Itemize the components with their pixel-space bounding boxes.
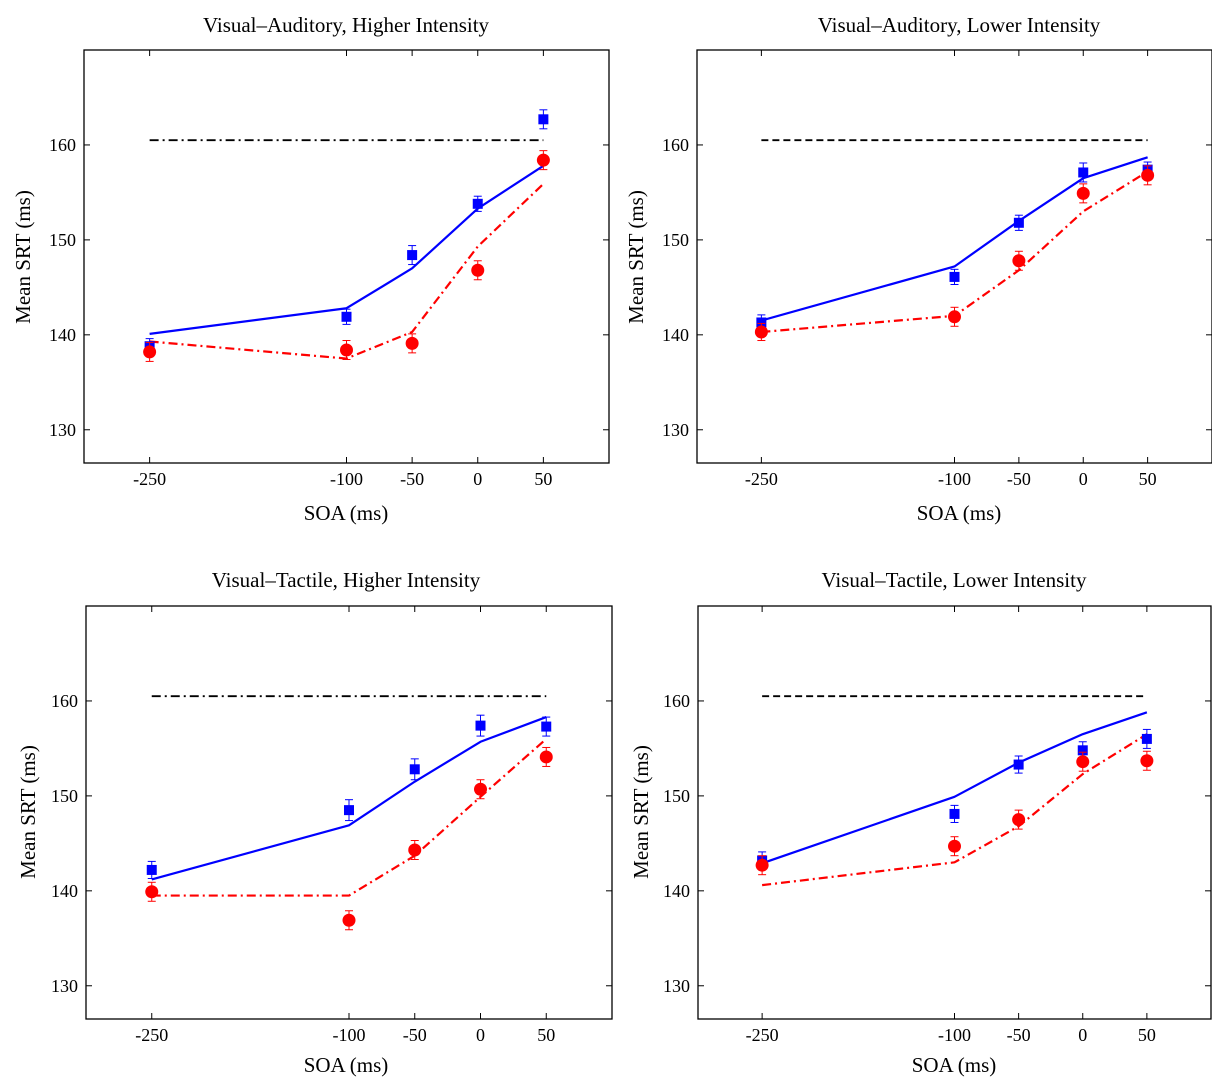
x-tick-label: -100 (333, 1025, 366, 1045)
y-tick-label: 160 (662, 135, 689, 155)
y-tick-label: 140 (663, 881, 690, 901)
data-point-circle (1140, 754, 1153, 767)
y-tick-label: 150 (662, 230, 689, 250)
y-tick-label: 130 (49, 420, 76, 440)
x-axis-label: SOA (ms) (912, 1053, 997, 1077)
x-tick-label: -50 (400, 469, 424, 489)
data-point-square (1078, 167, 1088, 177)
x-tick-label: -50 (403, 1025, 427, 1045)
y-tick-label: 160 (49, 135, 76, 155)
axes-frame (697, 50, 1212, 463)
y-tick-label: 140 (662, 325, 689, 345)
y-tick-label: 150 (51, 786, 78, 806)
data-point-circle (1077, 187, 1090, 200)
data-point-circle (1141, 169, 1154, 182)
y-tick-label: 150 (49, 230, 76, 250)
x-tick-label: -250 (135, 1025, 168, 1045)
y-axis-label: Mean SRT (ms) (16, 745, 40, 879)
data-point-square (410, 764, 420, 774)
y-tick-label: 130 (663, 976, 690, 996)
y-tick-label: 140 (49, 325, 76, 345)
data-point-circle (145, 885, 158, 898)
data-point-square (147, 865, 157, 875)
data-point-circle (756, 859, 769, 872)
data-point-circle (143, 345, 156, 358)
x-tick-label: 50 (537, 1025, 555, 1045)
data-point-square (407, 250, 417, 260)
x-tick-label: 0 (473, 469, 482, 489)
y-tick-label: 140 (51, 881, 78, 901)
y-tick-label: 160 (51, 691, 78, 711)
axes-frame (84, 50, 609, 463)
data-point-square (950, 272, 960, 282)
data-point-circle (755, 325, 768, 338)
data-point-square (950, 809, 960, 819)
data-point-circle (948, 310, 961, 323)
data-point-square (342, 312, 352, 322)
plot-area: -250 -100 -50 0 50 130 140 150 160 (51, 606, 612, 1045)
panel-visual-tactile-lower: Visual–Tactile, Lower Intensity SOA (ms)… (629, 568, 1211, 1077)
y-axis-label: Mean SRT (ms) (11, 190, 35, 324)
x-tick-label: -50 (1007, 1025, 1031, 1045)
y-tick-label: 130 (51, 976, 78, 996)
x-tick-label: -50 (1007, 469, 1031, 489)
x-tick-label: -250 (746, 1025, 779, 1045)
panel-visual-tactile-higher: Visual–Tactile, Higher Intensity SOA (ms… (16, 568, 612, 1077)
data-point-circle (343, 914, 356, 927)
panel-visual-auditory-lower: Visual–Auditory, Lower Intensity SOA (ms… (624, 13, 1212, 525)
x-tick-label: 0 (1079, 469, 1088, 489)
y-tick-label: 160 (663, 691, 690, 711)
plot-area: -250 -100 -50 0 50 130 140 150 160 (663, 606, 1211, 1045)
data-point-square (344, 805, 354, 815)
x-axis-label: SOA (ms) (304, 501, 389, 525)
data-point-circle (406, 337, 419, 350)
panel-title: Visual–Auditory, Higher Intensity (203, 13, 490, 37)
data-point-circle (540, 750, 553, 763)
y-axis-label: Mean SRT (ms) (629, 745, 653, 879)
data-point-circle (948, 840, 961, 853)
model-line-blue (150, 166, 544, 334)
x-tick-label: 0 (476, 1025, 485, 1045)
panel-title: Visual–Tactile, Higher Intensity (212, 568, 481, 592)
panel-title: Visual–Auditory, Lower Intensity (818, 13, 1101, 37)
x-tick-label: -250 (745, 469, 778, 489)
x-axis-label: SOA (ms) (304, 1053, 389, 1077)
plot-area: -250 -100 -50 0 50 130 140 150 160 (662, 50, 1212, 489)
data-point-circle (1076, 755, 1089, 768)
data-point-circle (340, 344, 353, 357)
data-point-square (476, 721, 486, 731)
y-tick-label: 150 (663, 786, 690, 806)
data-point-circle (537, 154, 550, 167)
data-point-circle (471, 264, 484, 277)
x-tick-label: -250 (133, 469, 166, 489)
y-tick-label: 130 (662, 420, 689, 440)
data-point-circle (1012, 254, 1025, 267)
x-tick-label: 50 (1139, 469, 1157, 489)
data-point-circle (408, 844, 421, 857)
x-tick-label: -100 (938, 469, 971, 489)
model-line-blue (152, 717, 547, 879)
x-tick-label: 0 (1078, 1025, 1087, 1045)
data-point-square (1142, 734, 1152, 744)
model-line-blue (761, 157, 1147, 320)
x-tick-label: 50 (1138, 1025, 1156, 1045)
data-point-square (1014, 218, 1024, 228)
data-point-square (473, 199, 483, 209)
panel-visual-auditory-higher: Visual–Auditory, Higher Intensity SOA (m… (11, 13, 609, 525)
x-axis-label: SOA (ms) (917, 501, 1002, 525)
data-point-square (538, 114, 548, 124)
data-point-square (541, 722, 551, 732)
panel-title: Visual–Tactile, Lower Intensity (822, 568, 1087, 592)
data-point-circle (474, 783, 487, 796)
model-line-red (150, 184, 544, 359)
y-axis-label: Mean SRT (ms) (624, 190, 648, 324)
data-point-square (1014, 760, 1024, 770)
x-tick-label: -100 (330, 469, 363, 489)
x-tick-label: 50 (534, 469, 552, 489)
x-tick-label: -100 (938, 1025, 971, 1045)
data-point-circle (1012, 813, 1025, 826)
plot-area: -250 -100 -50 0 50 130 140 150 160 (49, 50, 609, 489)
